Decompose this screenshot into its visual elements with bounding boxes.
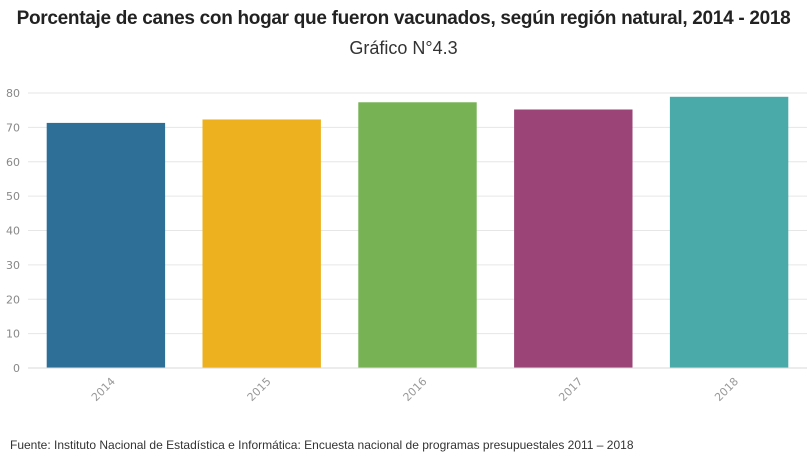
y-tick-label: 50 (6, 190, 20, 203)
bar-2017[interactable] (514, 109, 633, 369)
y-axis-ticks: 0 10 20 30 40 50 60 70 80 (6, 87, 20, 375)
chart-subtitle: Gráfico N°4.3 (349, 38, 458, 58)
bar-2014[interactable] (46, 122, 166, 368)
y-tick-label: 0 (13, 362, 20, 375)
y-tick-label: 70 (6, 121, 20, 134)
bar-2015[interactable] (202, 119, 321, 368)
y-tick-label: 60 (6, 156, 20, 169)
bar-2016[interactable] (358, 102, 477, 368)
y-tick-label: 10 (6, 328, 20, 341)
y-tick-label: 20 (6, 293, 20, 306)
bars (46, 96, 789, 369)
y-tick-label: 80 (6, 87, 20, 100)
x-tick-label: 2018 (712, 375, 741, 404)
y-tick-label: 30 (6, 259, 20, 272)
y-tick-label: 40 (6, 225, 20, 238)
bar-2018[interactable] (669, 96, 789, 368)
chart-title: Porcentaje de canes con hogar que fueron… (16, 8, 791, 29)
x-tick-label: 2016 (401, 375, 430, 404)
x-axis-ticks: 2014 2015 2016 2017 2018 (89, 375, 741, 404)
x-tick-label: 2014 (89, 375, 118, 404)
x-tick-label: 2017 (556, 375, 585, 404)
source-note: Fuente: Instituto Nacional de Estadístic… (10, 438, 634, 452)
x-tick-label: 2015 (245, 375, 274, 404)
